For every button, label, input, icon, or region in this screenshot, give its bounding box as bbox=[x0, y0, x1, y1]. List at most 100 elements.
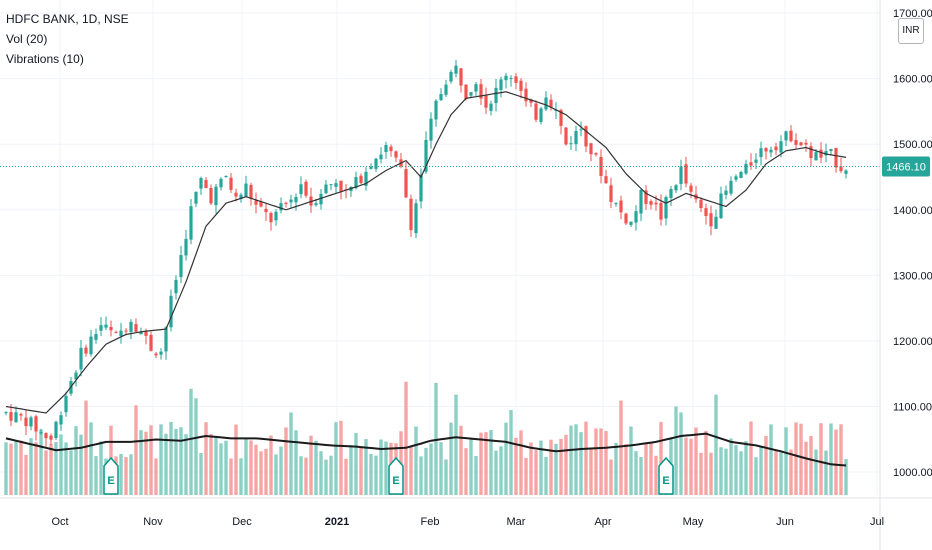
candle-body-54 bbox=[274, 211, 278, 221]
volume-bar-110 bbox=[554, 443, 558, 495]
vibrations-indicator-label[interactable]: Vibrations (10) bbox=[6, 52, 84, 66]
candle-body-168 bbox=[844, 170, 848, 174]
candle-body-162 bbox=[814, 152, 818, 161]
candle-body-94 bbox=[474, 84, 478, 92]
volume-bar-47 bbox=[239, 458, 243, 495]
volume-bar-136 bbox=[684, 437, 688, 495]
time-tick-3: 2021 bbox=[325, 516, 349, 528]
volume-bar-102 bbox=[514, 437, 518, 495]
candle-body-55 bbox=[279, 203, 283, 211]
candle-body-26 bbox=[134, 324, 138, 332]
candle-body-75 bbox=[379, 154, 383, 160]
volume-bar-23 bbox=[119, 453, 123, 495]
volume-indicator-label[interactable]: Vol (20) bbox=[6, 32, 48, 46]
candle-body-10 bbox=[54, 421, 58, 438]
time-tick-7: May bbox=[683, 516, 704, 528]
candle-body-131 bbox=[659, 202, 663, 220]
volume-bar-32 bbox=[164, 433, 168, 495]
volume-bar-15 bbox=[79, 434, 83, 495]
volume-bar-12 bbox=[64, 442, 68, 495]
volume-bar-140 bbox=[704, 431, 708, 495]
time-tick-2: Dec bbox=[232, 516, 252, 528]
symbol-title[interactable]: HDFC BANK, 1D, NSE bbox=[6, 12, 129, 26]
volume-bar-27 bbox=[139, 430, 143, 495]
volume-bar-96 bbox=[484, 432, 488, 495]
candle-body-1 bbox=[9, 412, 13, 421]
volume-bar-109 bbox=[549, 439, 553, 495]
earnings-marker-0: E bbox=[103, 456, 119, 495]
volume-bar-75 bbox=[379, 439, 383, 495]
candle-body-84 bbox=[424, 139, 428, 172]
volume-bar-135 bbox=[679, 412, 683, 495]
candle-body-100 bbox=[504, 75, 508, 81]
volume-bar-3 bbox=[19, 440, 23, 495]
candle-body-74 bbox=[374, 158, 378, 169]
candle-body-120 bbox=[604, 176, 608, 184]
volume-bar-66 bbox=[334, 422, 338, 495]
candle-body-160 bbox=[804, 142, 808, 145]
volume-bar-8 bbox=[44, 450, 48, 495]
candle-body-47 bbox=[239, 194, 243, 200]
volume-bar-128 bbox=[644, 442, 648, 495]
volume-bar-108 bbox=[544, 456, 548, 495]
candle-body-122 bbox=[614, 203, 618, 205]
candle-body-44 bbox=[224, 176, 228, 178]
candle-body-153 bbox=[769, 149, 773, 153]
volume-bar-24 bbox=[124, 457, 128, 495]
volume-bar-0 bbox=[4, 442, 8, 495]
volume-bar-1 bbox=[9, 443, 13, 495]
volume-bar-118 bbox=[594, 428, 598, 495]
volume-bar-144 bbox=[724, 448, 728, 495]
volume-bar-116 bbox=[584, 421, 588, 495]
volume-ma-line bbox=[5, 432, 847, 467]
volume-bar-71 bbox=[359, 446, 363, 495]
volume-bar-68 bbox=[344, 458, 348, 495]
volume-bar-38 bbox=[194, 398, 198, 495]
volume-bar-145 bbox=[729, 438, 733, 495]
candle-body-29 bbox=[149, 334, 153, 351]
time-tick-8: Jun bbox=[776, 516, 794, 528]
volume-bar-25 bbox=[129, 454, 133, 495]
volume-bar-165 bbox=[829, 423, 833, 495]
candle-body-32 bbox=[164, 327, 168, 352]
candle-body-116 bbox=[584, 126, 588, 147]
candle-body-158 bbox=[794, 139, 798, 145]
candle-body-95 bbox=[479, 84, 483, 99]
currency-button[interactable]: INR bbox=[898, 18, 924, 44]
candle-body-5 bbox=[29, 417, 33, 427]
candle-body-60 bbox=[304, 181, 308, 196]
volume-bar-142 bbox=[714, 394, 718, 495]
volume-bar-153 bbox=[769, 424, 773, 495]
candle-body-9 bbox=[49, 435, 53, 440]
price-axis-background bbox=[880, 0, 932, 550]
volume-bar-76 bbox=[384, 441, 388, 495]
candle-body-142 bbox=[714, 216, 718, 229]
volume-bar-151 bbox=[759, 445, 763, 495]
candle-body-109 bbox=[549, 99, 553, 108]
volume-bar-40 bbox=[204, 422, 208, 495]
candle-body-3 bbox=[19, 414, 23, 416]
candle-body-151 bbox=[759, 148, 763, 158]
volume-bar-160 bbox=[804, 441, 808, 495]
volume-bar-138 bbox=[694, 427, 698, 495]
volume-bar-90 bbox=[454, 394, 458, 495]
candle-body-102 bbox=[514, 76, 518, 83]
candle-body-18 bbox=[94, 333, 98, 340]
earnings-marker-shape-1 bbox=[388, 456, 404, 495]
volume-bar-31 bbox=[159, 424, 163, 495]
volume-bar-164 bbox=[824, 450, 828, 495]
earnings-marker-shape-0 bbox=[103, 456, 119, 495]
volume-bar-73 bbox=[369, 453, 373, 495]
volume-bar-113 bbox=[569, 425, 573, 495]
time-tick-4: Feb bbox=[421, 516, 440, 528]
candle-body-73 bbox=[369, 166, 373, 169]
price-tick-1700.00: 1700.00 bbox=[893, 8, 932, 20]
candle-body-72 bbox=[364, 171, 368, 186]
candle-body-135 bbox=[679, 166, 683, 184]
candle-body-21 bbox=[109, 326, 113, 331]
volume-bar-29 bbox=[149, 425, 153, 495]
volume-bar-70 bbox=[354, 433, 358, 495]
candle-body-30 bbox=[154, 353, 158, 356]
